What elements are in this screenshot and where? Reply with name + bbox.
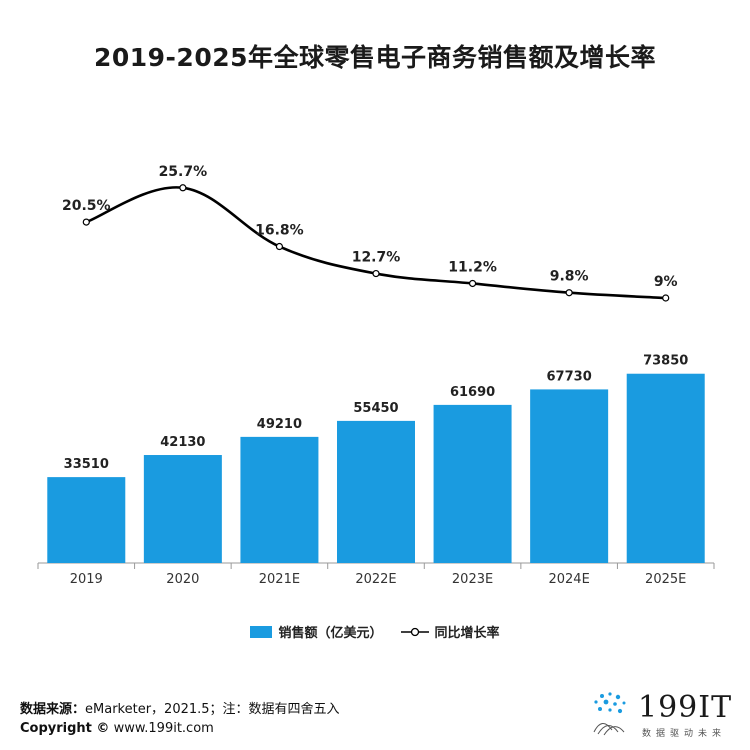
bar-2020 <box>143 455 222 563</box>
bar-2024E <box>530 389 609 563</box>
legend-label-growth: 同比增长率 <box>434 626 500 641</box>
bar-value-label: 73850 <box>643 354 688 369</box>
x-tick-label: 2020 <box>166 572 199 587</box>
growth-value-label: 25.7% <box>159 164 208 180</box>
legend-label-sales: 销售额（亿美元） <box>278 626 383 641</box>
chart-canvas: 33510 2019 42130 2020 49210 2021E 55450 2022E 61… <box>37 164 715 587</box>
growth-value-label: 9.8% <box>550 269 589 285</box>
growth-point-2022E <box>372 269 380 278</box>
legend-line-swatch <box>400 627 429 636</box>
logo-tagline: 数据驱动未来 <box>642 729 727 739</box>
legend-item-sales: 销售额（亿美元） <box>250 622 383 641</box>
growth-value-label: 11.2% <box>448 259 497 275</box>
growth-point-2020 <box>179 184 187 192</box>
bar-value-label: 55450 <box>353 401 398 416</box>
bar-value-label: 61690 <box>450 385 495 400</box>
legend-item-growth: 同比增长率 <box>400 622 500 641</box>
bar-value-label: 49210 <box>257 417 302 432</box>
growth-value-label: 9% <box>654 274 678 290</box>
x-tick-label: 2022E <box>355 572 396 587</box>
growth-value-label: 16.8% <box>255 223 304 239</box>
bar-2019 <box>47 477 126 563</box>
bar-value-label: 42130 <box>160 435 205 450</box>
chart-title: 2019-2025年全球零售电子商务销售额及增长率 <box>93 43 657 72</box>
source-text: eMarketer，2021.5；注：数据有四舍五入 <box>85 702 340 717</box>
bar-2022E <box>337 420 415 563</box>
growth-point-2023E <box>468 279 477 288</box>
x-tick-label: 2024E <box>548 572 589 587</box>
chart-legend: 销售额（亿美元） 同比增长率 <box>0 622 750 641</box>
source-label: 数据来源： <box>20 702 86 717</box>
bar-2023E <box>433 404 512 563</box>
x-tick-label: 2019 <box>70 572 103 587</box>
x-tick-label: 2021E <box>259 572 300 587</box>
x-tick-label: 2025E <box>645 572 686 587</box>
growth-value-label: 12.7% <box>352 250 401 266</box>
brand-logo: 199IT 数据驱动未来 <box>588 688 738 739</box>
growth-point-2025E <box>662 294 670 302</box>
bar-value-label: 33510 <box>64 457 109 472</box>
bar-2021E <box>240 436 319 563</box>
bar-value-label: 67730 <box>547 369 592 384</box>
logo-dots-icon <box>593 692 626 736</box>
x-tick-label: 2023E <box>452 572 493 587</box>
growth-point-2021E <box>275 242 284 251</box>
logo-brand-text: 199IT <box>638 690 733 725</box>
growth-point-2024E <box>565 289 573 297</box>
growth-value-label: 20.5% <box>62 198 111 214</box>
copyright-link[interactable]: www.199it.com <box>113 721 214 736</box>
copyright-label: Copyright © <box>20 721 110 736</box>
source-note: 数据来源：eMarketer，2021.5；注：数据有四舍五入 <box>20 698 340 717</box>
growth-point-2019 <box>82 218 90 226</box>
copyright-note: Copyright © www.199it.com <box>20 721 214 736</box>
legend-bar-swatch <box>250 625 273 638</box>
bar-2025E <box>626 373 705 563</box>
